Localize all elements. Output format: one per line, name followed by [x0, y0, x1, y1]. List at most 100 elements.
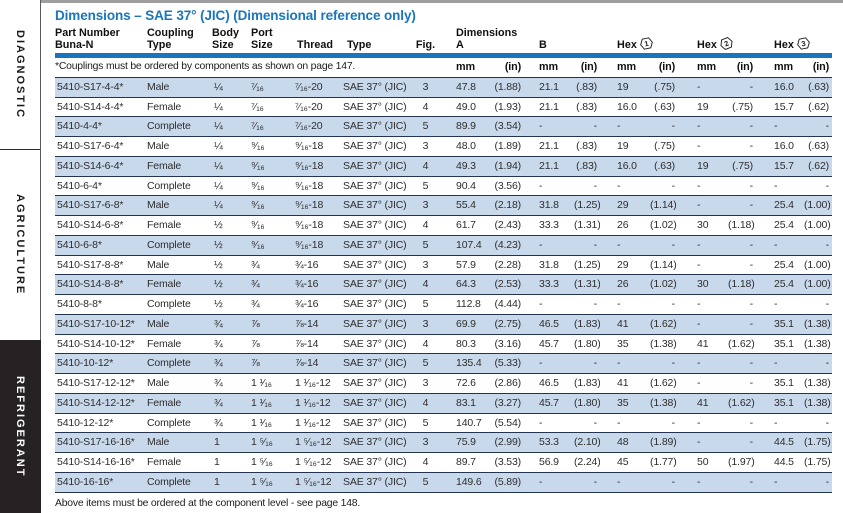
a-in: (1.88): [492, 77, 525, 98]
svg-text:3: 3: [800, 38, 806, 48]
coupling-type: Female: [147, 156, 212, 177]
hex2-mm: -: [678, 294, 729, 315]
table-row: 5410-S14-12-12* Female ¾ 1 ¹⁄₁₆ 1 ¹⁄₁₆-12 SAE…: [55, 393, 833, 414]
a-in: (3.56): [492, 176, 525, 197]
table-row: 5410-S14-6-4* Female ¼ ⁹⁄₁₆ ⁹⁄₁₆-18 SAE 37° (…: [55, 156, 833, 177]
a-in: (2.43): [492, 215, 525, 236]
unit-label-in: (in): [574, 55, 601, 78]
fig: 5: [415, 353, 440, 374]
hex3-in: -: [804, 472, 833, 493]
hex1-in: -: [650, 235, 679, 256]
hex1-mm: 19: [600, 136, 651, 157]
thread: ⁹⁄₁₆-18: [295, 235, 343, 256]
hex2-mm: -: [678, 373, 729, 394]
edge-tab-diagnostic: DIAGNOSTIC: [0, 0, 40, 150]
hex2-mm: -: [678, 413, 729, 434]
unit-label-in: (in): [728, 55, 757, 78]
hex2-mm: -: [678, 314, 729, 335]
table-row: 5410-4-4* Complete ¼ ⁷⁄₁₆ ⁷⁄₁₆-20 SAE 37° (JI…: [55, 116, 833, 137]
hex1-mm: -: [600, 116, 651, 137]
col-header-part-number: Part Number Buna-N: [55, 28, 147, 58]
fig: 3: [415, 432, 440, 453]
body-size: ¼: [212, 97, 250, 118]
table-row: 5410-S17-12-12* Male ¾ 1 ¹⁄₁₆ 1 ¹⁄₁₆-12 SAE 3…: [55, 373, 833, 394]
body-size: ½: [212, 294, 250, 315]
part-number: 5410-S14-16-16*: [55, 452, 147, 473]
hex2-mm: 19: [678, 156, 729, 177]
fig: 4: [415, 215, 440, 236]
b-in: (.83): [574, 77, 601, 98]
part-number: 5410-S17-8-8*: [55, 255, 147, 276]
dimensions-table: Part Number Buna-N Coupling Type Body Si…: [55, 28, 833, 493]
b-in: (1.31): [574, 215, 601, 236]
type: SAE 37° (JIC): [343, 373, 415, 394]
hex1-mm: -: [600, 176, 651, 197]
table-row: 5410-S17-6-8* Male ¼ ⁹⁄₁₆ ⁹⁄₁₆-18 SAE 37° (JI…: [55, 195, 833, 216]
type: SAE 37° (JIC): [343, 116, 415, 137]
b-in: (1.31): [574, 274, 601, 295]
thread: ⁹⁄₁₆-18: [295, 176, 343, 197]
hex2-in: -: [728, 235, 757, 256]
table-row: 5410-S17-10-12* Male ¾ ⅞ ⅞-14 SAE 37° (JIC) 3 6…: [55, 314, 833, 335]
table-body: *Couplings must be ordered by components…: [55, 55, 833, 493]
part-number: 5410-S14-10-12*: [55, 334, 147, 355]
port-size: ¾: [250, 294, 295, 315]
fig: 4: [415, 156, 440, 177]
hex3-in: (.62): [804, 156, 833, 177]
part-number: 5410-S17-12-12*: [55, 373, 147, 394]
fig: 3: [415, 195, 440, 216]
a-mm: 135.4: [440, 353, 492, 374]
hex3-mm: 35.1: [756, 334, 805, 355]
a-mm: 61.7: [440, 215, 492, 236]
hex1-in: -: [650, 353, 679, 374]
thread: ⁷⁄₁₆-20: [295, 97, 343, 118]
hex1-in: -: [650, 176, 679, 197]
col-header-body-size: Body Size: [212, 28, 250, 58]
table-row: 5410-8-8* Complete ½ ¾ ¾-16 SAE 37° (JIC) 5 112…: [55, 294, 833, 315]
hex1-in: (1.62): [650, 373, 679, 394]
hex1-in: -: [650, 116, 679, 137]
table-row: 5410-16-16* Complete 1 1 ⁵⁄₁₆ 1 ⁵⁄₁₆-12 SAE 3…: [55, 472, 833, 493]
page-top-edge: [41, 0, 843, 3]
table-row: 5410-S14-10-12* Female ¾ ⅞ ⅞-14 SAE 37° (JIC)…: [55, 334, 833, 355]
a-mm: 80.3: [440, 334, 492, 355]
type: SAE 37° (JIC): [343, 176, 415, 197]
b-in: (1.25): [574, 195, 601, 216]
a-in: (3.53): [492, 452, 525, 473]
type: SAE 37° (JIC): [343, 314, 415, 335]
fig: 3: [415, 314, 440, 335]
thread: 1 ⁵⁄₁₆-12: [295, 452, 343, 473]
hex1-mm: 19: [600, 77, 651, 98]
col-header-hex-1: Hex 1: [600, 28, 679, 58]
b-in: (2.24): [574, 452, 601, 473]
hex1-mm: -: [600, 353, 651, 374]
edge-tab-label: DIAGNOSTIC: [14, 29, 26, 120]
hex2-in: -: [728, 353, 757, 374]
hex1-in: (1.38): [650, 393, 679, 414]
hex1-in: (1.89): [650, 432, 679, 453]
hex2-in: (.75): [728, 97, 757, 118]
table-note-row: *Couplings must be ordered by components…: [55, 55, 833, 78]
part-number: 5410-S14-4-4*: [55, 97, 147, 118]
col-header-dimension-b: B: [524, 28, 601, 58]
part-number: 5410-16-16*: [55, 472, 147, 493]
coupling-type: Complete: [147, 413, 212, 434]
a-in: (2.75): [492, 314, 525, 335]
body-size: ¾: [212, 413, 250, 434]
part-number: 5410-6-8*: [55, 235, 147, 256]
port-size: ⁹⁄₁₆: [250, 176, 295, 197]
hex1-mm: 26: [600, 215, 651, 236]
hex2-in: -: [728, 255, 757, 276]
thread: ¾-16: [295, 274, 343, 295]
hex2-mm: 19: [678, 97, 729, 118]
hex2-mm: -: [678, 472, 729, 493]
hex3-in: (1.00): [804, 215, 833, 236]
a-in: (3.27): [492, 393, 525, 414]
b-in: (.83): [574, 156, 601, 177]
hex2-in: (1.62): [728, 334, 757, 355]
b-mm: 33.3: [524, 274, 575, 295]
coupling-type: Male: [147, 136, 212, 157]
b-mm: -: [524, 116, 575, 137]
body-size: ½: [212, 274, 250, 295]
part-number: 5410-S14-6-8*: [55, 215, 147, 236]
